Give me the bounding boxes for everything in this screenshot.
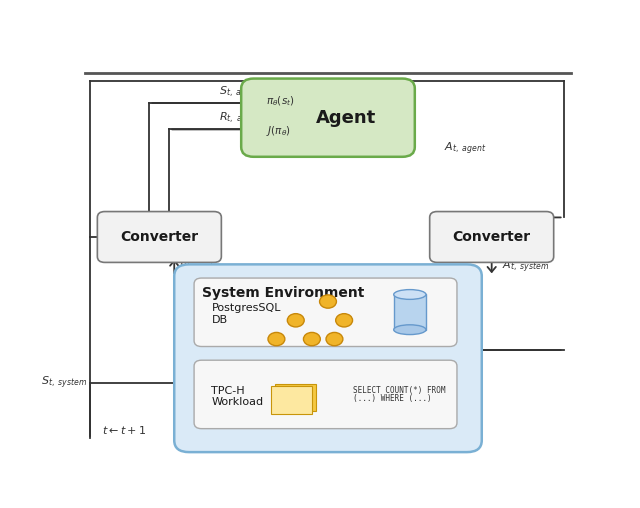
FancyBboxPatch shape xyxy=(241,79,415,157)
Text: System Environment: System Environment xyxy=(202,286,364,300)
Text: $A_{t,\ agent}$: $A_{t,\ agent}$ xyxy=(444,141,486,157)
Text: Converter: Converter xyxy=(452,230,531,244)
Circle shape xyxy=(303,332,320,346)
Text: (...) WHERE (...): (...) WHERE (...) xyxy=(353,394,431,403)
Circle shape xyxy=(326,332,343,346)
Text: DB: DB xyxy=(211,315,228,325)
Ellipse shape xyxy=(394,290,426,299)
Text: PostgresSQL: PostgresSQL xyxy=(211,303,281,313)
Text: $R_{t,\ agent}$: $R_{t,\ agent}$ xyxy=(219,111,261,128)
FancyBboxPatch shape xyxy=(194,278,457,346)
Text: $S_{t,\ system}$: $S_{t,\ system}$ xyxy=(41,375,88,391)
Text: $t \leftarrow t + 1$: $t \leftarrow t + 1$ xyxy=(102,425,147,436)
Text: SELECT COUNT(*) FROM: SELECT COUNT(*) FROM xyxy=(353,386,445,395)
FancyBboxPatch shape xyxy=(283,378,324,405)
FancyBboxPatch shape xyxy=(279,381,319,408)
Text: $R_{t,\ system}$: $R_{t,\ system}$ xyxy=(179,258,226,274)
Circle shape xyxy=(336,313,353,327)
Ellipse shape xyxy=(394,325,426,335)
Text: Workload: Workload xyxy=(211,397,264,407)
FancyBboxPatch shape xyxy=(271,387,312,414)
Text: $A_{t,\ system}$: $A_{t,\ system}$ xyxy=(502,258,549,274)
Text: Converter: Converter xyxy=(120,230,198,244)
Text: Agent: Agent xyxy=(316,109,376,126)
FancyBboxPatch shape xyxy=(174,264,482,452)
FancyBboxPatch shape xyxy=(97,211,221,263)
Text: $\pi_\theta(s_t)$: $\pi_\theta(s_t)$ xyxy=(266,94,294,108)
Circle shape xyxy=(268,332,285,346)
Circle shape xyxy=(319,295,337,308)
FancyBboxPatch shape xyxy=(394,295,426,330)
Text: $S_{t,\ agent}$: $S_{t,\ agent}$ xyxy=(219,85,260,101)
FancyBboxPatch shape xyxy=(275,384,316,411)
Text: TPC-H: TPC-H xyxy=(211,386,245,396)
FancyBboxPatch shape xyxy=(194,360,457,429)
FancyBboxPatch shape xyxy=(429,211,554,263)
Text: $J(\pi_\theta)$: $J(\pi_\theta)$ xyxy=(266,123,291,138)
Circle shape xyxy=(287,313,304,327)
